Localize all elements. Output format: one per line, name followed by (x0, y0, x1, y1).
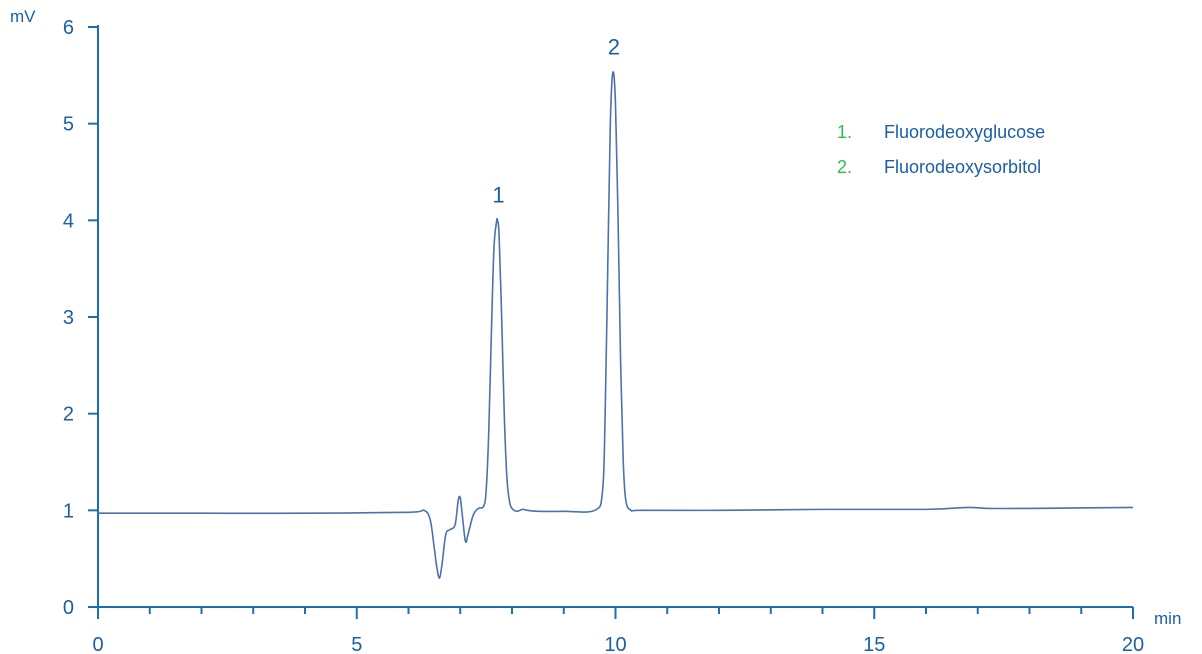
y-axis-label: mV (10, 7, 36, 26)
x-tick-label: 15 (863, 634, 885, 654)
y-tick-label: 0 (63, 597, 74, 619)
y-tick-label: 2 (63, 404, 74, 426)
legend-entry: Fluorodeoxysorbitol (884, 157, 1041, 177)
y-tick-label: 5 (63, 114, 74, 136)
y-tick-label: 4 (63, 210, 74, 232)
x-axis-ticks: 0 5 10 15 20 (92, 607, 1144, 654)
x-tick-label: 10 (604, 634, 626, 654)
x-tick-label: 0 (92, 634, 103, 654)
legend: 1. Fluorodeoxyglucose 2. Fluorodeoxysorbito… (837, 122, 1045, 177)
legend-entry: Fluorodeoxyglucose (884, 122, 1045, 142)
y-axis-ticks: 0 1 2 3 4 5 6 (63, 17, 98, 619)
legend-number: 2. (837, 157, 852, 177)
peak-label-1: 1 (492, 182, 504, 207)
x-tick-label: 20 (1122, 634, 1144, 654)
x-axis-label: min (1154, 609, 1181, 628)
y-tick-label: 3 (63, 307, 74, 329)
peak-labels: 12 (492, 34, 620, 207)
x-tick-label: 5 (351, 634, 362, 654)
y-tick-label: 6 (63, 17, 74, 39)
legend-number: 1. (837, 122, 852, 142)
chromatogram-trace (98, 71, 1134, 579)
y-tick-label: 1 (63, 500, 74, 522)
peak-label-2: 2 (608, 34, 620, 59)
